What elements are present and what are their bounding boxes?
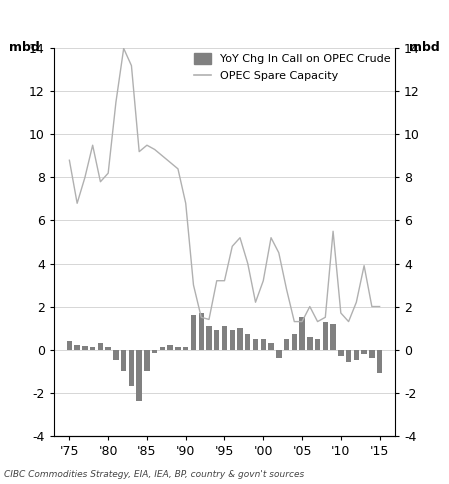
Bar [214,330,220,349]
Bar [377,349,382,373]
Bar [75,345,80,349]
Bar [160,348,165,349]
Bar [346,349,351,363]
Bar [113,349,119,360]
Bar [354,349,359,360]
Bar [121,349,126,371]
Bar [291,334,297,349]
Bar [66,341,72,349]
Bar [307,337,313,349]
Bar [222,326,227,349]
Bar [90,348,95,349]
Bar [284,339,289,349]
Bar [206,326,211,349]
Bar [237,328,243,349]
Bar [338,349,343,356]
Legend: YoY Chg In Call on OPEC Crude, OPEC Spare Capacity: YoY Chg In Call on OPEC Crude, OPEC Spar… [190,48,395,86]
Bar [98,343,103,349]
Text: mbd: mbd [9,41,40,54]
Bar [82,347,88,349]
Bar [106,348,111,349]
Bar [369,349,374,358]
Bar [136,349,142,401]
Bar [175,348,180,349]
Bar [269,343,274,349]
Bar [253,339,258,349]
Bar [183,348,189,349]
Bar [167,345,173,349]
Text: CIBC Commodities Strategy, EIA, IEA, BP, country & govn't sources: CIBC Commodities Strategy, EIA, IEA, BP,… [4,470,305,479]
Bar [152,349,158,353]
Bar [299,318,305,349]
Bar [315,339,320,349]
Bar [198,313,204,349]
Bar [260,339,266,349]
Text: mbd: mbd [409,41,440,54]
Bar [330,324,336,349]
Bar [361,349,367,354]
Bar [144,349,150,371]
Bar [245,334,251,349]
Bar [191,315,196,349]
Bar [276,349,282,358]
Bar [322,321,328,349]
Bar [229,330,235,349]
Bar [129,349,134,386]
